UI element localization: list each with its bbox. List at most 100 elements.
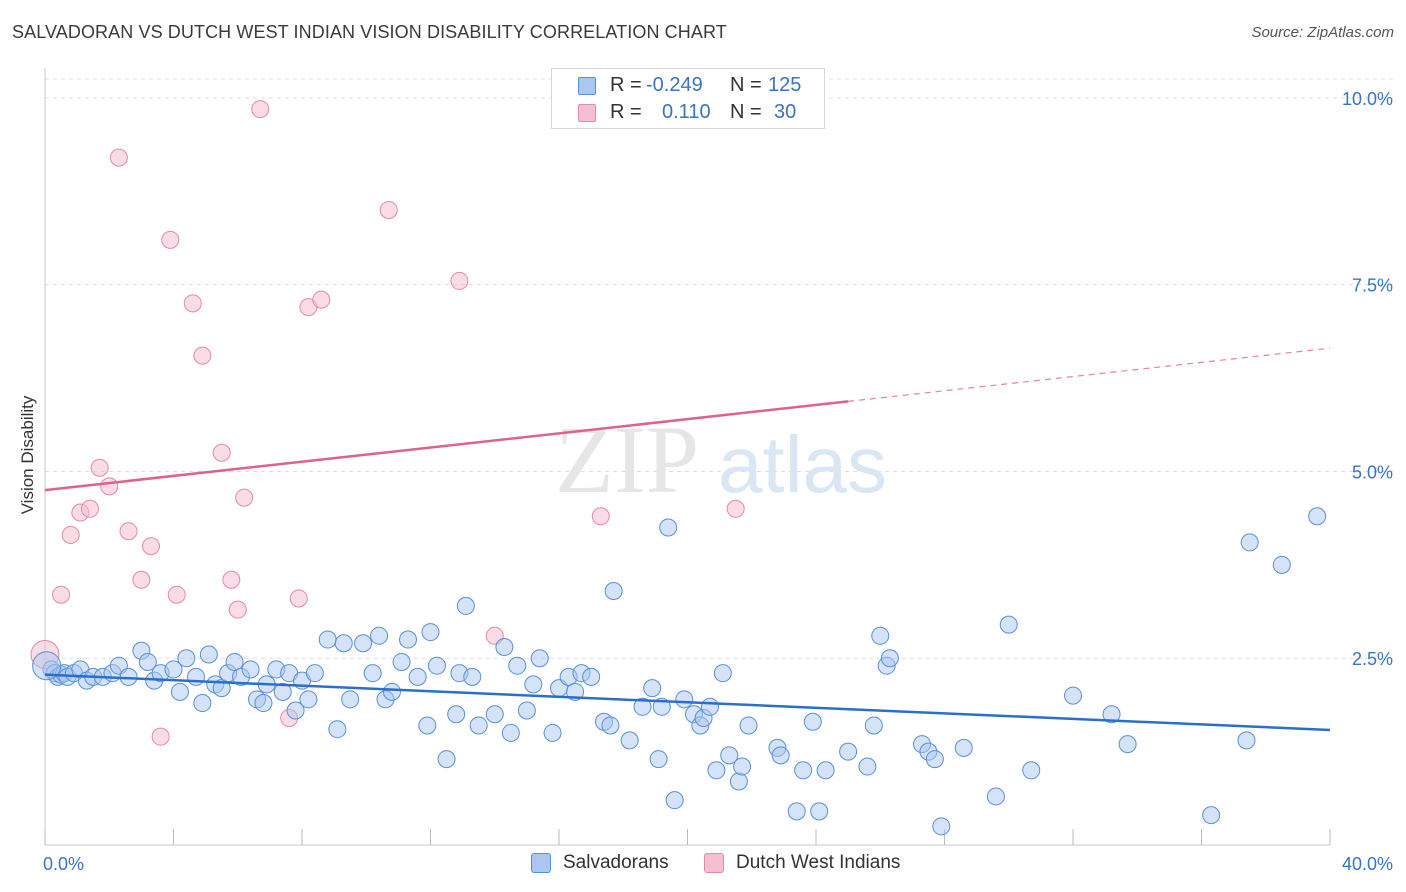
salvadorans-point (816, 761, 835, 780)
salvadorans-point (299, 690, 318, 709)
y-tick-label: 10.0% (1342, 89, 1393, 109)
dutch-west-indians-point (80, 499, 99, 518)
salvadorans-point (508, 656, 527, 675)
salvadorans-point (582, 667, 601, 686)
salvadorans-point (932, 817, 951, 836)
y-tick-label: 2.5% (1352, 649, 1393, 669)
x-tick-label-max: 40.0% (1342, 854, 1393, 874)
salvadorans-point (1102, 705, 1121, 724)
salvadorans-point (954, 738, 973, 757)
salvadorans-point (463, 667, 482, 686)
salvadorans-point (447, 705, 466, 724)
dutch-west-indians-point (183, 294, 202, 313)
dutch-west-indians-point (228, 600, 247, 619)
salvadorans-point (1272, 555, 1291, 574)
dutch-west-indians-point (109, 148, 128, 167)
dutch-west-indians-swatch (704, 853, 724, 873)
salvadorans-point (408, 667, 427, 686)
salvadorans-point (392, 652, 411, 671)
n-value: 30 (774, 101, 797, 123)
dutch-west-indians-trend-extension (848, 347, 1331, 402)
salvadorans-point (720, 746, 739, 765)
salvadorans-swatch (578, 77, 596, 95)
salvadorans-point (729, 772, 748, 791)
salvadorans-point (1064, 686, 1082, 705)
grid-lines (45, 78, 1395, 659)
n-label: N = (730, 101, 762, 123)
dutch-west-indians-point (726, 499, 745, 518)
salvadorans-point (363, 664, 382, 683)
salvadorans-point (803, 712, 822, 731)
n-label: N = (730, 74, 762, 96)
stats-legend: R = -0.249 N = 125 R = 0.110 N = 30 (551, 68, 825, 129)
y-tick-label: 5.0% (1352, 462, 1393, 482)
salvadorans-point (421, 623, 440, 642)
dutch-west-indians-point (119, 522, 138, 541)
dutch-west-indians-trend-line (44, 400, 849, 492)
salvadorans-point (370, 626, 389, 645)
salvadorans-point (318, 630, 337, 649)
salvadorans-point (739, 716, 758, 735)
dutch-west-indians-point (379, 200, 398, 219)
salvadorans-point (601, 716, 620, 735)
salvadorans-point (427, 656, 446, 675)
dutch-west-indians-point (61, 525, 80, 544)
dutch-west-indians-point (450, 271, 469, 290)
salvadorans-point (199, 645, 218, 664)
salvadorans-point (707, 761, 726, 780)
salvadorans-point (273, 682, 292, 701)
salvadorans-point (620, 731, 639, 750)
salvadorans-point (1118, 735, 1137, 754)
salvadorans-point (713, 664, 732, 683)
salvadorans-point (524, 675, 543, 694)
salvadorans-point (864, 716, 883, 735)
dutch-west-indians-point (161, 230, 180, 249)
dutch-west-indians-point (251, 100, 270, 119)
salvadorans-point (643, 679, 662, 698)
salvadorans-point (241, 660, 260, 679)
dutch-west-indians-point (193, 346, 212, 365)
watermark-atlas: atlas (718, 420, 887, 509)
salvadorans-point (164, 660, 183, 679)
y-axis-tick-labels: 2.5% 5.0% 7.5% 10.0% (1342, 89, 1393, 669)
salvadorans-point (999, 615, 1018, 634)
r-label: R = (610, 101, 642, 123)
dutch-west-indians-point (151, 727, 170, 746)
salvadorans-point (254, 694, 273, 713)
salvadorans-point (675, 690, 694, 709)
salvadorans-point (858, 757, 877, 776)
salvadorans-point (649, 750, 668, 769)
salvadorans-point (839, 742, 858, 761)
salvadorans-point (399, 630, 418, 649)
salvadorans-point (305, 664, 324, 683)
salvadorans-point (794, 761, 813, 780)
y-tick-label: 7.5% (1352, 276, 1393, 296)
salvadorans-swatch (531, 853, 551, 873)
salvadorans-point (733, 757, 752, 776)
salvadorans-point (382, 682, 401, 701)
salvadorans-point (925, 750, 944, 769)
salvadorans-point (604, 581, 623, 600)
salvadorans-point (286, 701, 305, 720)
salvadorans-point (177, 649, 196, 668)
salvadorans-point (1022, 761, 1041, 780)
salvadorans-point (32, 651, 62, 681)
watermark-zip: ZIP (555, 406, 699, 513)
dutch-west-indians-point (312, 290, 331, 309)
salvadorans-point (787, 802, 806, 821)
dutch-west-indians-point (167, 585, 186, 604)
dutch-west-indians-point (52, 585, 71, 604)
salvadorans-point (193, 694, 212, 713)
legend-label: Salvadorans (563, 852, 669, 873)
r-value: -0.249 (646, 74, 703, 96)
salvadorans-point (810, 802, 829, 821)
salvadorans-point (986, 787, 1005, 806)
salvadorans-point (456, 596, 475, 615)
dutch-west-indians-point (132, 570, 151, 589)
salvadorans-point (1202, 806, 1221, 825)
salvadorans-point (1237, 731, 1256, 750)
salvadorans-point (469, 716, 488, 735)
x-axis-ticks (44, 829, 1331, 845)
dutch-west-indians-point (222, 570, 241, 589)
